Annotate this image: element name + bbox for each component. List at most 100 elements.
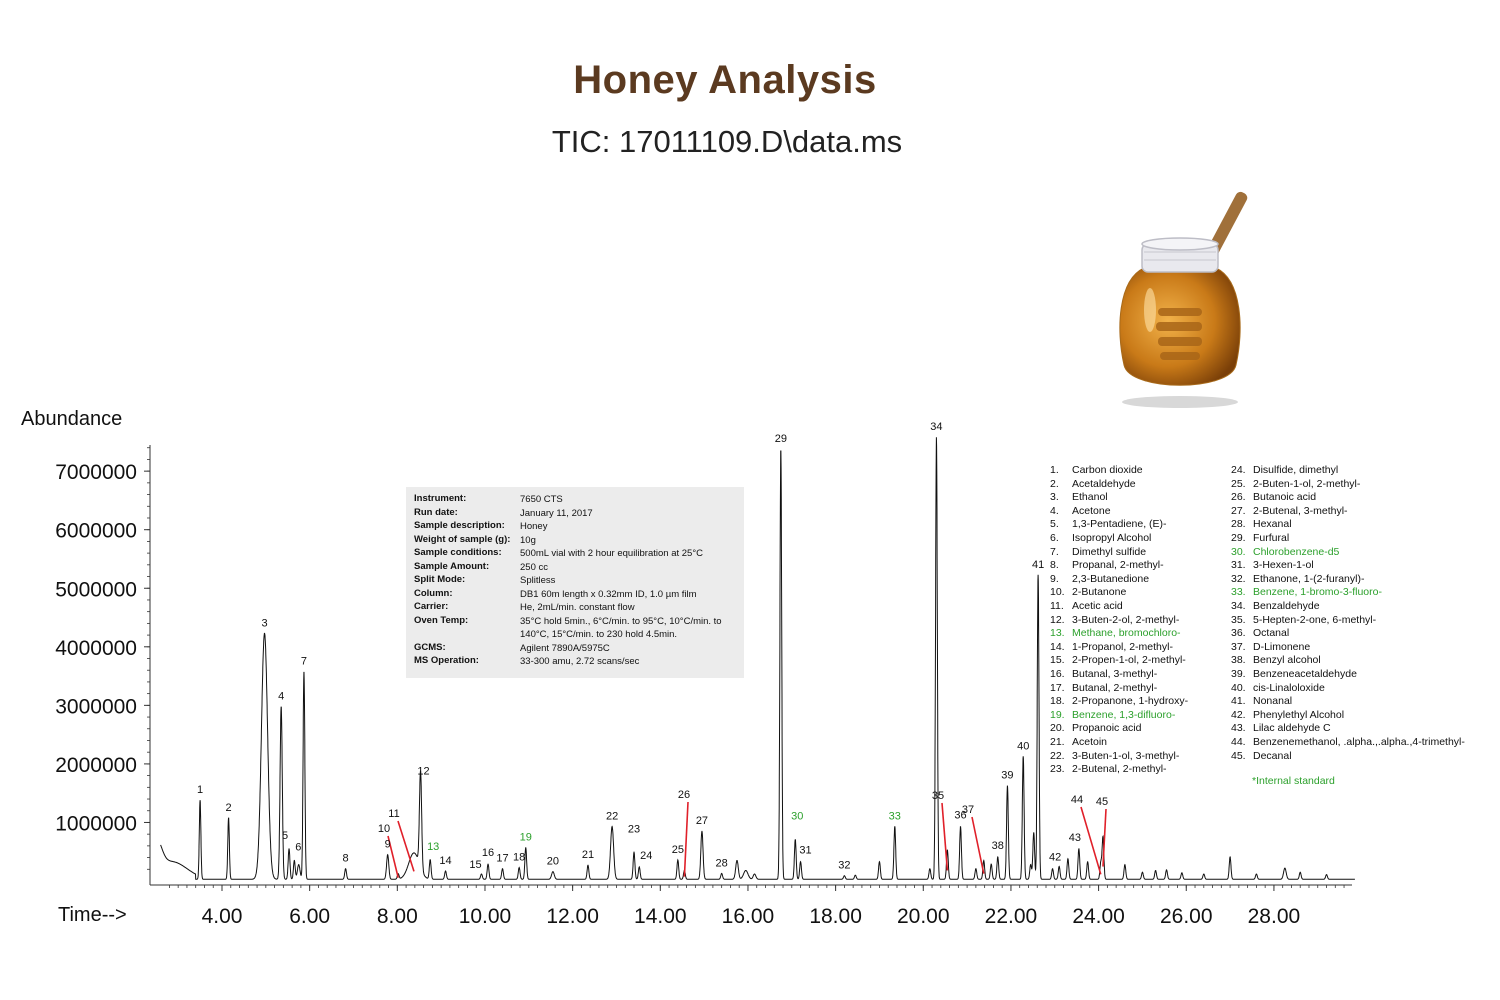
info-key: GCMS: <box>414 642 446 653</box>
peak-label: 31 <box>799 845 811 857</box>
legend-number: 21. <box>1050 736 1065 748</box>
legend-compound-name: 1-Propanol, 2-methyl- <box>1072 640 1173 653</box>
y-tick-label: 4000000 <box>55 637 137 660</box>
x-tick-label: 10.00 <box>459 905 512 928</box>
peak-label: 12 <box>417 766 429 778</box>
legend-compound-name: Benzyl alcohol <box>1253 654 1321 667</box>
legend-number: 15. <box>1050 654 1065 667</box>
legend-number: 13. <box>1050 627 1065 640</box>
legend-compound-name: Furfural <box>1253 532 1290 544</box>
legend-compound-name: Isopropyl Alcohol <box>1072 532 1152 544</box>
legend-number: 7. <box>1050 545 1059 558</box>
x-tick-label: 20.00 <box>897 905 950 928</box>
legend-number: 30. <box>1231 545 1246 558</box>
legend-compound-name: Ethanol <box>1072 491 1108 504</box>
x-tick-label: 26.00 <box>1160 905 1213 928</box>
peak-label: 42 <box>1049 851 1061 863</box>
info-key: Instrument: <box>414 493 467 504</box>
legend-number: 18. <box>1050 695 1065 708</box>
instrument-info-panel: Instrument: 7650 CTS Run date: January 11, … <box>406 487 744 678</box>
y-axis-label: Abundance <box>21 408 123 430</box>
x-tick-label: 8.00 <box>377 905 418 928</box>
legend-compound-name: 2-Butanone <box>1072 586 1127 599</box>
peak-label: 44 <box>1071 794 1083 806</box>
jar-shadow <box>1122 396 1238 408</box>
legend-compound-name: 2-Propanone, 1-hydroxy- <box>1072 695 1189 708</box>
legend-number: 43. <box>1231 722 1246 735</box>
peak-label: 21 <box>582 849 594 861</box>
info-key: Run date: <box>414 507 458 518</box>
info-key: Oven Temp: <box>414 615 469 626</box>
legend-number: 40. <box>1231 681 1246 694</box>
legend-number: 5. <box>1050 518 1059 531</box>
legend-number: 23. <box>1050 763 1065 776</box>
legend-compound-name: 5-Hepten-2-one, 6-methyl- <box>1253 613 1377 626</box>
info-value: 7650 CTS <box>520 494 563 505</box>
legend-compound-name: Phenylethyl Alcohol <box>1253 708 1345 721</box>
legend-number: 1. <box>1050 464 1059 476</box>
legend-number: 3. <box>1050 491 1059 504</box>
peak-label: 43 <box>1069 832 1081 844</box>
peak-label: 7 <box>301 655 307 667</box>
chart-title: Honey Analysis <box>573 58 877 102</box>
legend-compound-name: Hexanal <box>1253 518 1292 531</box>
peak-label: 6 <box>295 842 301 854</box>
peak-label: 13 <box>427 841 439 853</box>
info-key: Sample description: <box>414 520 505 531</box>
peak-pointer-line <box>397 820 415 872</box>
legend-number: 6. <box>1050 532 1059 544</box>
legend-number: 12. <box>1050 613 1065 626</box>
legend-number: 25. <box>1231 477 1246 490</box>
legend-number: 16. <box>1050 668 1065 680</box>
legend-number: 11. <box>1050 600 1064 612</box>
legend-number: 2. <box>1050 477 1059 490</box>
peak-label: 5 <box>282 830 288 842</box>
peak-label: 38 <box>992 840 1004 852</box>
peak-label: 30 <box>791 810 803 822</box>
peak-label: 35 <box>932 790 944 802</box>
legend-number: 14. <box>1050 640 1065 653</box>
legend-compound-name: Propanoic acid <box>1072 722 1142 735</box>
peak-label: 2 <box>226 802 232 814</box>
peak-label: 17 <box>496 853 508 865</box>
tic-trace-layer <box>160 437 1355 880</box>
legend-number: 44. <box>1231 736 1246 748</box>
legend-compound-name: 2-Buten-1-ol, 2-methyl- <box>1253 477 1361 490</box>
legend-compound-name: Chlorobenzene-d5 <box>1253 545 1340 558</box>
y-tick-label: 1000000 <box>55 812 137 835</box>
peak-label: 1 <box>197 784 203 796</box>
legend-compound-name: Carbon dioxide <box>1072 464 1143 476</box>
legend-number: 29. <box>1231 532 1246 544</box>
legend-compound-name: 2,3-Butanedione <box>1072 572 1150 585</box>
peak-label: 40 <box>1017 740 1029 752</box>
legend-number: 22. <box>1050 749 1065 762</box>
legend-compound-name: D-Limonene <box>1253 640 1311 653</box>
info-value: January 11, 2017 <box>520 508 593 519</box>
legend-compound-name: 1,3-Pentadiene, (E)- <box>1072 518 1167 531</box>
peak-label: 23 <box>628 823 640 835</box>
peak-label: 27 <box>696 815 708 827</box>
peak-label: 37 <box>962 804 974 816</box>
chart-axes: 4.00 6.00 8.00 10.00 12.00 14.00 16.00 18.00 20.… <box>55 445 1352 928</box>
peak-label: 8 <box>343 853 349 865</box>
legend-compound-name: cis-Linaloloxide <box>1253 681 1325 694</box>
peak-pointer-line <box>1080 806 1102 875</box>
legend-number: 20. <box>1050 722 1065 735</box>
x-tick-label: 22.00 <box>985 905 1038 928</box>
info-key: Weight of sample (g): <box>414 534 511 545</box>
peak-label: 24 <box>640 850 652 862</box>
legend-compound-name: 3-Hexen-1-ol <box>1253 559 1314 572</box>
legend-compound-name: 3-Buten-2-ol, 2-methyl- <box>1072 613 1180 626</box>
legend-number: 31. <box>1231 559 1246 572</box>
jar-rim <box>1141 237 1219 251</box>
x-axis-label: Time--> <box>58 904 127 926</box>
peak-label: 41 <box>1032 559 1044 571</box>
legend-compound-name: Benzaldehyde <box>1253 600 1320 612</box>
peak-label: 20 <box>547 856 559 868</box>
legend-compound-name: Acetic acid <box>1072 600 1123 612</box>
x-tick-label: 12.00 <box>546 905 599 928</box>
peak-label: 45 <box>1096 796 1108 808</box>
legend-compound-name: Benzenemethanol, .alpha.,.alpha.,4-trime… <box>1253 736 1465 748</box>
